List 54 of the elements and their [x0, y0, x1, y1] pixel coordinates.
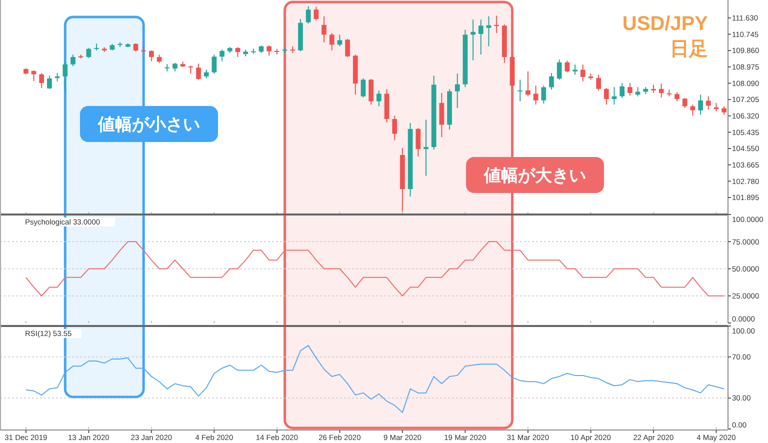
candlestick [345, 38, 350, 58]
candlestick [628, 82, 632, 96]
candlestick [580, 64, 586, 82]
candlestick [518, 79, 523, 102]
candlestick [235, 46, 240, 58]
candlestick [596, 74, 601, 91]
candlestick [556, 59, 562, 80]
candlestick [533, 85, 538, 106]
candlestick [376, 90, 382, 107]
text: USD/JPY [622, 13, 709, 35]
candlestick [454, 73, 460, 108]
candlestick [86, 47, 92, 58]
candlestick [62, 60, 68, 92]
candlestick [658, 83, 664, 98]
candlestick [494, 15, 500, 34]
candlestick [212, 54, 217, 74]
candlestick [220, 49, 224, 62]
candlestick [360, 78, 366, 98]
candlestick [690, 104, 696, 116]
candlestick [70, 54, 76, 67]
candlestick [266, 45, 272, 56]
candlestick [368, 78, 374, 106]
text: 日足 [670, 38, 708, 60]
candlestick [39, 72, 44, 88]
candlestick [306, 6, 311, 24]
candlestick [196, 63, 201, 80]
candlestick [572, 64, 578, 76]
candlestick [486, 16, 492, 47]
candlestick [478, 19, 484, 56]
candlestick [416, 128, 421, 157]
candlestick [439, 92, 444, 138]
candlestick [682, 97, 688, 108]
candlestick [329, 32, 334, 51]
candlestick [526, 70, 530, 97]
annotation: 値幅が小さい [97, 115, 200, 136]
candlestick [706, 96, 711, 110]
candlestick [31, 70, 36, 82]
annotation: 値幅が大きい [483, 166, 586, 186]
candlestick [674, 92, 680, 102]
candlestick [470, 19, 476, 61]
candlestick [541, 85, 546, 104]
candlestick [564, 60, 570, 73]
candlestick [549, 72, 554, 90]
candlestick [314, 6, 319, 21]
candlestick [604, 88, 609, 106]
candlestick [392, 115, 398, 141]
candlestick [635, 86, 640, 97]
candlestick [424, 119, 428, 176]
candlestick [337, 34, 342, 47]
candlestick [47, 75, 52, 90]
candlestick [322, 16, 326, 43]
candlestick [620, 82, 625, 98]
candlestick [149, 50, 154, 62]
candlestick [698, 94, 703, 116]
